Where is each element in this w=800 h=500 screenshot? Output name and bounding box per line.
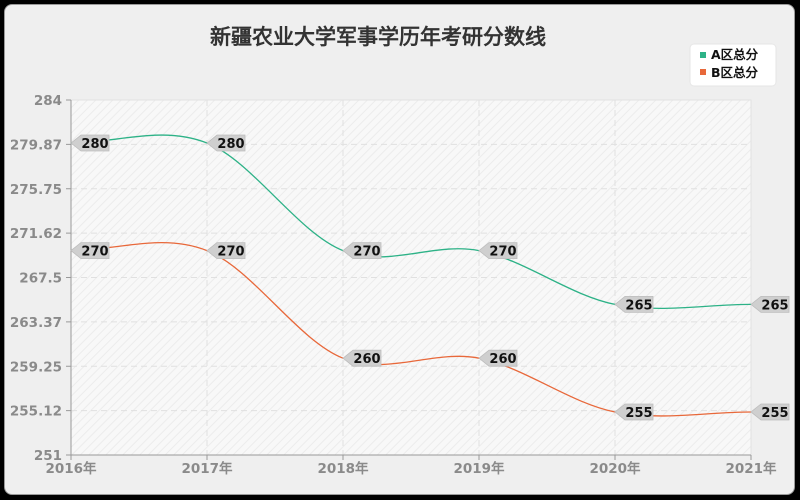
data-label-value: 255 [761,406,788,421]
y-tick-label: 267.5 [19,271,62,287]
x-tick-label: 2020年 [589,460,641,477]
data-label: 255 [750,403,790,421]
data-label-tag [206,134,246,152]
data-label: 265 [750,295,790,313]
data-label-value: 260 [489,352,516,367]
data-label: 270 [342,242,382,260]
legend-label-a: A区总分 [711,47,759,62]
data-label-value: 280 [81,137,108,152]
y-tick-label: 251 [34,448,62,464]
x-tick-label: 2019年 [453,460,505,477]
data-label: 270 [70,242,110,260]
legend-box [689,43,777,87]
data-label: 265 [614,295,654,313]
data-label-value: 270 [489,245,516,260]
y-tick-label: 271.62 [10,226,62,242]
legend: A区总分 B区总分 [689,43,777,87]
x-axis-ticks: 2016年 2017年 2018年 2019年 2020年 2021年 [45,455,777,477]
data-label-value: 265 [761,298,788,313]
data-label-value: 260 [353,352,380,367]
data-label: 270 [206,242,246,260]
x-tick-label: 2018年 [317,460,369,477]
y-tick-label: 279.87 [10,137,62,153]
data-label-value: 270 [217,245,244,260]
data-label-tag [750,295,790,313]
x-tick-label: 2021年 [725,460,777,477]
data-label-tag [342,242,382,260]
data-label-tag [342,349,382,367]
legend-label-b: B区总分 [711,65,759,80]
data-label-tag [478,242,518,260]
data-label-value: 255 [625,406,652,421]
y-tick-label: 284 [34,93,62,109]
legend-swatch-a [700,52,706,58]
data-label: 260 [478,349,518,367]
data-label: 255 [614,403,654,421]
y-tick-label: 259.25 [10,359,62,375]
data-label-value: 280 [217,137,244,152]
legend-item-a[interactable]: A区总分 [700,47,759,62]
data-label: 280 [206,134,246,152]
data-label-tag [478,349,518,367]
data-label-value: 270 [353,245,380,260]
x-tick-label: 2017年 [181,460,233,477]
data-label-tag [206,242,246,260]
data-label: 260 [342,349,382,367]
data-label-tag [70,134,110,152]
data-label-tag [614,403,654,421]
legend-swatch-b [700,69,706,75]
data-label-value: 265 [625,298,652,313]
data-label-value: 270 [81,245,108,260]
data-label: 280 [70,134,110,152]
grid-lines [71,100,751,455]
data-label-tag [70,242,110,260]
data-label: 270 [478,242,518,260]
data-labels: 280 280 270 270 265 265 270 270 260 260 255 255 [70,134,790,421]
data-label-tag [614,295,654,313]
x-tick-label: 2016年 [45,460,97,477]
y-tick-label: 255.12 [10,404,62,420]
legend-item-b[interactable]: B区总分 [700,65,759,80]
y-tick-label: 275.75 [10,182,62,198]
chart-title: 新疆农业大学军事学历年考研分数线 [210,25,546,49]
data-label-tag [750,403,790,421]
y-axis-ticks: 284 279.87 275.75 271.62 267.5 263.37 259.25 25… [10,93,71,464]
y-tick-label: 263.37 [10,315,62,331]
